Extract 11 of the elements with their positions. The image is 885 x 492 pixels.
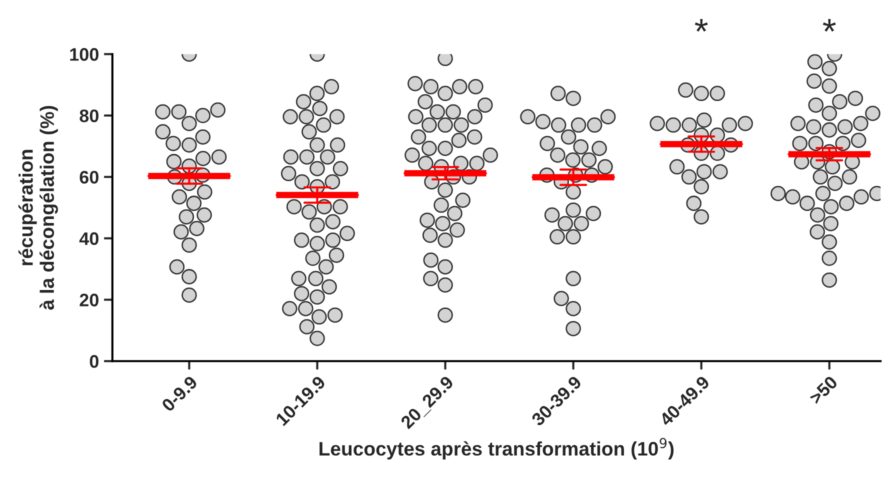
y-tick-label: 20 bbox=[80, 294, 98, 306]
y-axis-title: récupération à la décongélation (%) bbox=[18, 106, 58, 310]
text: * bbox=[694, 19, 708, 32]
text: * bbox=[822, 19, 836, 32]
y-tick-label: 0 bbox=[90, 355, 98, 368]
x-tick-label: >50 bbox=[808, 375, 838, 405]
y-tick-label: 80 bbox=[80, 109, 98, 122]
y-tick-label: 40 bbox=[79, 232, 98, 246]
y-tick-label: 100 bbox=[70, 48, 98, 61]
x-axis-title: Leucocytes après transformation (10$^{9}$) bbox=[320, 438, 674, 460]
y-tick-label: 60 bbox=[80, 170, 98, 184]
